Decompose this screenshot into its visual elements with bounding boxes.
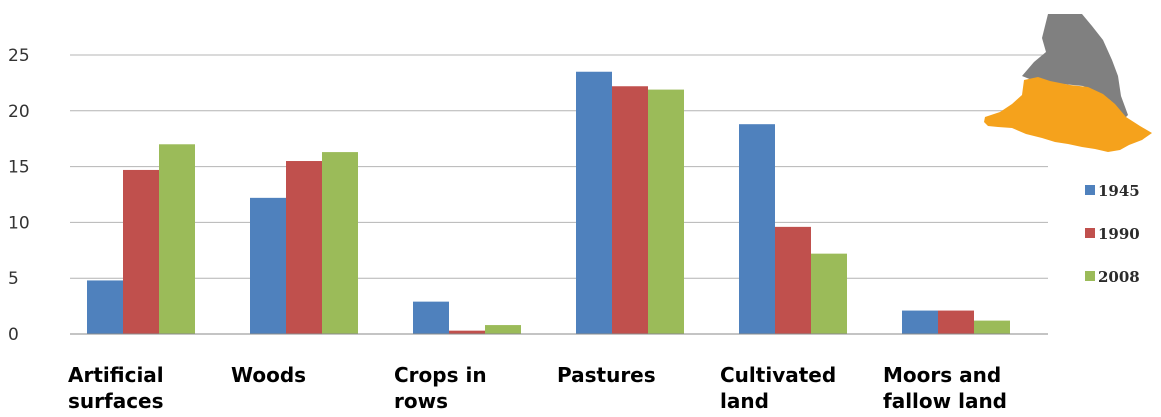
y-tick-label: 10 bbox=[8, 213, 30, 233]
bar-1990-3 bbox=[612, 86, 648, 334]
bar-1990-0 bbox=[123, 169, 159, 334]
bar-1945-1 bbox=[250, 197, 286, 334]
bar-1945-4 bbox=[739, 124, 775, 334]
y-tick-label: 0 bbox=[8, 325, 19, 345]
region-map-icon bbox=[984, 14, 1152, 152]
legend-label-1990: 1990 bbox=[1098, 225, 1140, 243]
bars bbox=[87, 71, 1010, 335]
bar-1990-4 bbox=[775, 226, 811, 334]
x-category-label: Woods bbox=[231, 363, 306, 387]
gridlines bbox=[70, 54, 1048, 279]
bar-2008-4 bbox=[811, 253, 847, 334]
legend: 1945 1990 2008 bbox=[1085, 182, 1140, 286]
x-category-label: Crops in bbox=[394, 363, 487, 387]
bar-1990-5 bbox=[938, 310, 974, 334]
y-tick-label: 15 bbox=[8, 158, 30, 178]
bar-2008-2 bbox=[485, 325, 521, 334]
bar-2008-1 bbox=[322, 152, 358, 334]
bar-2008-0 bbox=[159, 144, 195, 334]
bar-1990-2 bbox=[449, 330, 485, 334]
y-tick-label: 25 bbox=[8, 46, 30, 66]
x-category-label: Moors and bbox=[883, 363, 1001, 387]
legend-label-2008: 2008 bbox=[1098, 268, 1140, 286]
y-tick-label: 20 bbox=[8, 102, 30, 122]
bar-2008-5 bbox=[974, 320, 1010, 334]
x-category-label: rows bbox=[394, 389, 448, 413]
x-category-label: Pastures bbox=[557, 363, 656, 387]
bar-1945-5 bbox=[902, 310, 938, 334]
legend-swatch-1945 bbox=[1085, 185, 1095, 195]
legend-swatch-1990 bbox=[1085, 228, 1095, 238]
y-axis-tick-labels: 0 5 10 15 20 25 bbox=[8, 46, 30, 345]
bar-2008-3 bbox=[648, 89, 684, 334]
x-category-label: Artificial bbox=[68, 363, 164, 387]
map-region-upper bbox=[1022, 14, 1128, 118]
bar-1945-0 bbox=[87, 280, 123, 334]
x-category-label: land bbox=[720, 389, 769, 413]
x-category-label: Cultivated bbox=[720, 363, 836, 387]
bar-1990-1 bbox=[286, 161, 322, 334]
bar-1945-2 bbox=[413, 301, 449, 334]
bar-1945-3 bbox=[576, 71, 612, 335]
legend-swatch-2008 bbox=[1085, 271, 1095, 281]
x-category-label: surfaces bbox=[68, 389, 164, 413]
y-tick-label: 5 bbox=[8, 269, 19, 289]
legend-label-1945: 1945 bbox=[1098, 182, 1140, 200]
map-region-lower bbox=[984, 77, 1152, 152]
x-category-label: fallow land bbox=[883, 389, 1007, 413]
